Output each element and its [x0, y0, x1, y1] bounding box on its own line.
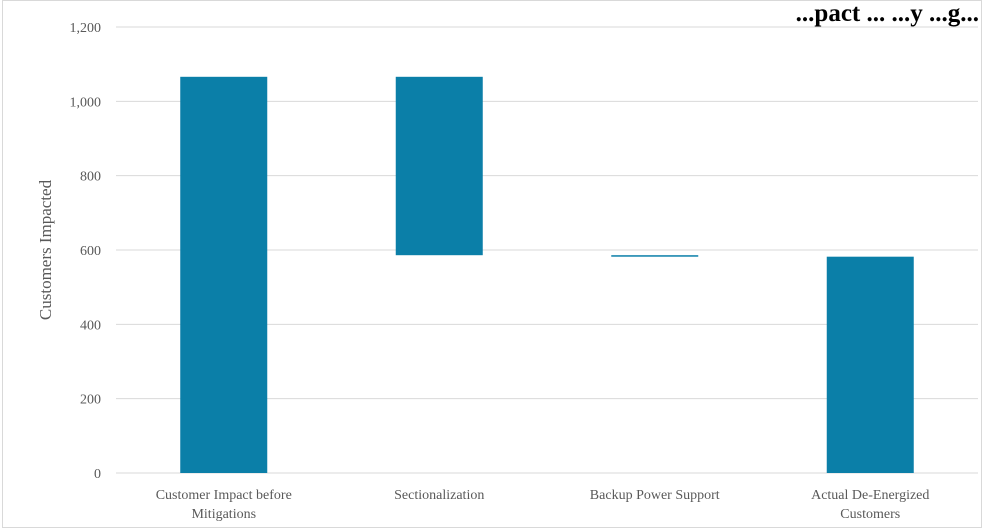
y-tick-label: 600 — [80, 244, 101, 259]
y-tick-label: 0 — [94, 467, 101, 482]
y-tick-labels: 0 200 400 600 800 1,000 1,200 — [70, 21, 102, 482]
y-axis-title: Customers Impacted — [36, 179, 55, 320]
x-tick-label-line: Sectionalization — [394, 488, 484, 503]
chart-title: ...pact ... ...y ...g... — [795, 0, 979, 27]
bars — [180, 76, 914, 473]
x-tick-labels: Customer Impact before Mitigations Section… — [156, 488, 930, 522]
x-tick-label-line: Mitigations — [191, 507, 256, 522]
y-tick-label: 1,000 — [70, 95, 102, 110]
x-tick-label: Actual De-Energized Customers — [811, 488, 929, 522]
x-tick-label-line: Backup Power Support — [590, 488, 720, 503]
y-tick-label: 1,200 — [70, 21, 102, 36]
x-tick-label-line: Actual De-Energized — [811, 488, 929, 503]
bar-2 — [611, 255, 699, 257]
x-tick-label: Customer Impact before Mitigations — [156, 488, 292, 522]
y-tick-label: 400 — [80, 318, 101, 333]
bar-1 — [395, 76, 483, 256]
bar-3 — [826, 256, 914, 473]
x-tick-label: Backup Power Support — [590, 488, 720, 503]
bar-0 — [180, 76, 268, 473]
x-tick-label: Sectionalization — [394, 488, 484, 503]
x-tick-label-line: Customer Impact before — [156, 488, 292, 503]
y-tick-label: 800 — [80, 170, 101, 185]
y-tick-label: 200 — [80, 393, 101, 408]
x-tick-label-line: Customers — [840, 507, 900, 522]
